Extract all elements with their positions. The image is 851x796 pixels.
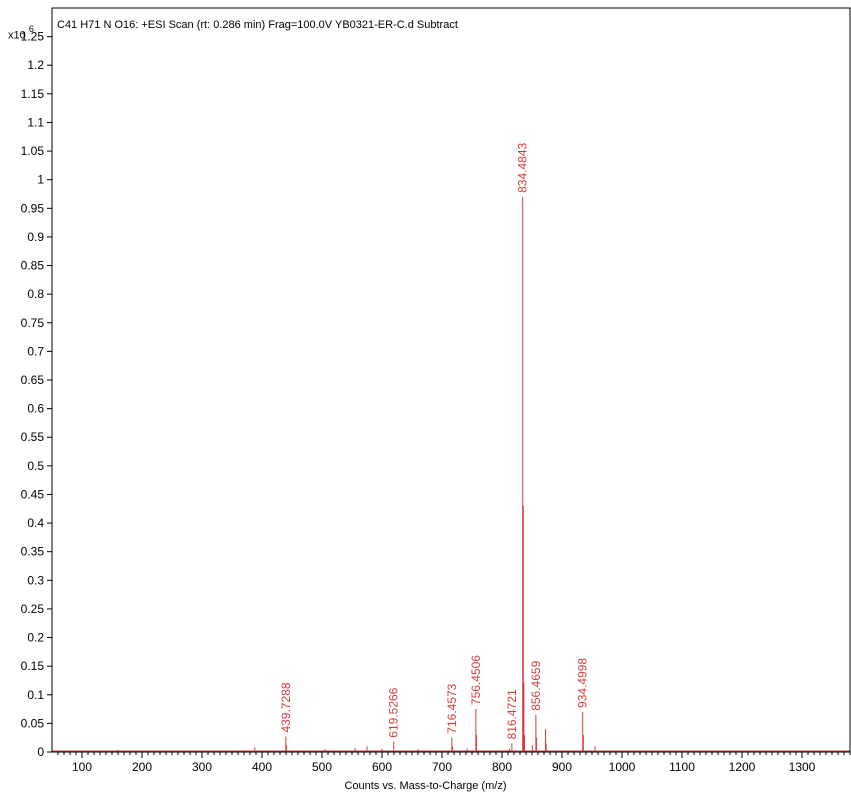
y-tick-label: 1.15 (21, 87, 45, 101)
y-axis-ticks: 0 0.05 0.1 0.15 0.2 0.25 0.3 0.35 0.4 0.45 0.5 0.55… (21, 30, 52, 759)
x-tick-label: 300 (192, 760, 212, 774)
x-tick-label: 900 (552, 760, 572, 774)
x-tick-label: 400 (252, 760, 272, 774)
y-multiplier-base: x10 (8, 29, 26, 42)
y-tick-label: 0.05 (21, 716, 45, 730)
plot-frame (51, 7, 851, 753)
y-tick-label: 0.9 (27, 230, 44, 244)
x-tick-label: 100 (72, 760, 92, 774)
y-tick-label: 1.25 (21, 30, 45, 44)
y-multiplier: x10 6 (8, 24, 34, 42)
y-tick-label: 1.1 (27, 115, 44, 129)
x-axis-ticks: 100 200 300 400 500 600 700 800 900 1000 1100 1200 1… (57, 752, 851, 774)
y-tick-label: 0.3 (27, 573, 44, 587)
peak-label: 716.4573 (445, 683, 459, 733)
peak-label: 619.5266 (387, 687, 401, 737)
y-tick-label: 0.15 (21, 659, 45, 673)
chart-title: C41 H71 N O16: +ESI Scan (rt: 0.286 min)… (57, 19, 458, 31)
peak-label: 756.4506 (469, 655, 483, 705)
y-tick-label: 0.5 (27, 459, 44, 473)
y-tick-label: 0.7 (27, 344, 44, 358)
y-tick-label: 0.35 (21, 545, 45, 559)
peak-label: 816.4721 (505, 689, 519, 739)
x-tick-label: 800 (492, 760, 512, 774)
y-tick-label: 0.8 (27, 287, 44, 301)
peak-label: 439.7288 (279, 682, 293, 732)
x-tick-label: 1200 (729, 760, 756, 774)
y-tick-label: 0.85 (21, 259, 45, 273)
peak-label: 834.4843 (516, 142, 530, 192)
y-tick-label: 0 (37, 745, 44, 759)
y-tick-label: 0.25 (21, 602, 45, 616)
y-tick-label: 0.4 (27, 516, 44, 530)
y-tick-label: 0.6 (27, 402, 44, 416)
spectrum-peaks (52, 196, 850, 752)
y-tick-label: 0.95 (21, 201, 45, 215)
y-tick-label: 0.2 (27, 631, 44, 645)
y-tick-label: 0.65 (21, 373, 45, 387)
y-multiplier-exponent: 6 (28, 24, 34, 34)
y-tick-label: 0.75 (21, 316, 45, 330)
y-tick-label: 1.2 (27, 58, 44, 72)
y-tick-label: 0.45 (21, 487, 45, 501)
x-tick-label: 600 (372, 760, 392, 774)
y-tick-label: 0.55 (21, 430, 45, 444)
x-tick-label: 500 (312, 760, 332, 774)
y-tick-label: 0.1 (27, 688, 44, 702)
x-tick-label: 1300 (789, 760, 816, 774)
x-tick-label: 200 (132, 760, 152, 774)
x-tick-label: 1000 (609, 760, 636, 774)
y-tick-label: 1 (37, 173, 44, 187)
x-tick-label: 700 (432, 760, 452, 774)
x-tick-label: 1100 (669, 760, 695, 774)
peak-label: 934.4998 (576, 658, 590, 708)
x-axis-label: Counts vs. Mass-to-Charge (m/z) (344, 780, 507, 792)
peak-labels: 439.7288 619.5266 716.4573 756.4506 816.4721… (279, 142, 590, 739)
peak-label: 856.4659 (529, 660, 543, 710)
y-tick-label: 1.05 (21, 144, 45, 158)
